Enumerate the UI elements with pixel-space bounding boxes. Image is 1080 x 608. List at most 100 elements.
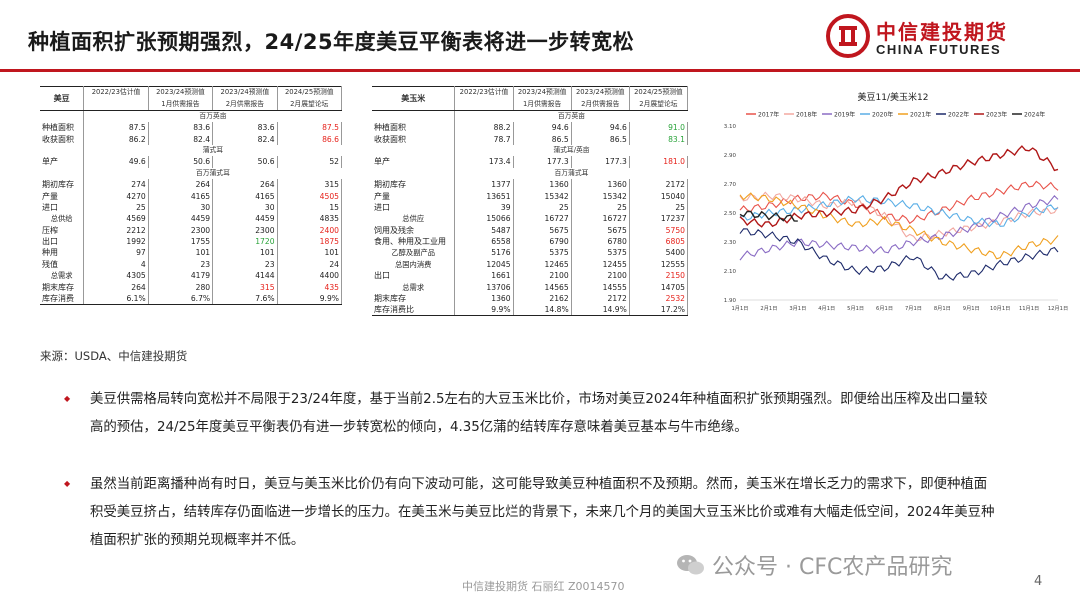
row-label: 进口 xyxy=(40,201,85,214)
table-cell: 4179 xyxy=(148,270,214,282)
table-cell: 78.7 xyxy=(454,133,514,145)
table-cell: 6805 xyxy=(629,235,689,248)
table-cell: 87.5 xyxy=(277,122,343,134)
row-label: 出口 xyxy=(40,235,85,248)
table-cell: 91.0 xyxy=(629,122,689,134)
table-cell: 83.6 xyxy=(212,122,278,134)
table-cell: 1992 xyxy=(83,235,149,248)
row-label: 产量 xyxy=(372,190,456,202)
table-row: 期末库存 1360 2162 2172 2532 xyxy=(372,292,689,305)
table-cell: 24 xyxy=(277,258,343,271)
table-row: 总需求 4305 4179 4144 4400 xyxy=(40,270,343,282)
soy-corn-ratio-chart: 美豆11/美玉米12 2017年 2018年 2019年 2020年 2021年 2022年… xyxy=(724,91,1068,312)
column-header: 2024/25预测值 xyxy=(629,86,689,99)
table-cell: 50.6 xyxy=(212,156,278,168)
series-line xyxy=(739,228,1059,281)
table-row: 出口 1661 2100 2100 2150 xyxy=(372,270,689,282)
bullet-paragraph: 美豆供需格局转向宽松并不局限于23/24年度，基于当前2.5左右的大豆玉米比价，… xyxy=(90,392,988,435)
table-cell: 16727 xyxy=(571,213,630,225)
row-label: 总需求 xyxy=(40,270,85,282)
table-cell: 264 xyxy=(83,281,149,293)
y-tick-label: 2.30 xyxy=(724,240,737,246)
legend-label: 2018年 xyxy=(796,111,817,119)
table-row: 进口 39 25 25 25 xyxy=(372,201,689,214)
legend-label: 2021年 xyxy=(910,111,931,119)
row-label: 单产 xyxy=(372,156,456,168)
table-cell: 315 xyxy=(212,281,278,293)
table-cell: 1720 xyxy=(212,235,278,248)
table-row: 收获面积 86.2 82.4 82.4 86.6 xyxy=(40,133,343,145)
row-label: 总供应 xyxy=(372,213,456,225)
table-row: 单产 49.6 50.6 50.6 52 xyxy=(40,156,343,168)
row-label: 收获面积 xyxy=(40,133,85,145)
table-cell: 2100 xyxy=(571,270,630,282)
row-label: 总需求 xyxy=(372,281,456,293)
row-label: 出口 xyxy=(372,270,456,282)
table-cell: 12555 xyxy=(629,258,689,271)
table-cell: 1360 xyxy=(513,178,572,191)
series-line xyxy=(739,180,1059,225)
row-label: 期末库存 xyxy=(372,292,456,305)
table-cell: 4144 xyxy=(212,270,278,282)
row-label: 期初库存 xyxy=(372,178,456,191)
x-tick-label: 8月1日 xyxy=(934,305,951,312)
table-cell: 14555 xyxy=(571,281,630,293)
unit-row: 百万蒲式耳 xyxy=(372,167,688,179)
table-row: 期末库存 264 280 315 435 xyxy=(40,281,343,293)
column-header: 2023/24预测值 xyxy=(513,86,572,99)
legend-label: 2017年 xyxy=(758,111,779,119)
table-cell: 4305 xyxy=(83,270,149,282)
table-cell: 2150 xyxy=(629,270,689,282)
unit-label: 百万英亩 xyxy=(557,112,586,120)
table-cell: 4459 xyxy=(212,213,278,225)
table-cell: 5675 xyxy=(513,224,572,236)
table-cell: 25 xyxy=(513,201,572,214)
unit-label: 蒲式耳/英亩 xyxy=(553,145,590,154)
column-subheader: 2月展望论坛 xyxy=(629,98,689,111)
page-number: 4 xyxy=(1034,574,1043,589)
y-tick-label: 3.10 xyxy=(724,124,737,130)
table-cell: 2172 xyxy=(629,178,689,191)
table-cell: 16727 xyxy=(513,213,572,225)
table-cell: 86.5 xyxy=(513,133,572,145)
table-cell: 25 xyxy=(629,201,689,214)
table-cell: 2300 xyxy=(148,224,214,236)
legend-label: 2020年 xyxy=(872,111,893,119)
wechat-icon xyxy=(677,555,704,575)
footer-author: 中信建投期货 石丽红 Z0014570 xyxy=(462,580,625,593)
table-row: 进口 25 30 30 15 xyxy=(40,201,343,214)
table-cell: 181.0 xyxy=(629,156,689,168)
unit-label: 百万英亩 xyxy=(199,112,227,120)
table-cell: 1875 xyxy=(277,235,343,248)
x-tick-label: 2月1日 xyxy=(760,305,777,312)
table-cell: 2300 xyxy=(212,224,278,236)
table-cell: 50.6 xyxy=(148,156,214,168)
unit-label: 百万蒲式耳 xyxy=(195,168,230,177)
column-header: 2022/23估计值 xyxy=(83,86,149,99)
table-cell: 6780 xyxy=(571,235,630,248)
row-label: 饲用及残余 xyxy=(372,224,456,236)
table-cell: 6.7% xyxy=(148,292,214,305)
row-label: 种植面积 xyxy=(372,122,456,134)
table-cell: 2532 xyxy=(629,292,689,305)
table-header-row: 1月供需报告 2月供需报告 2月展望论坛 xyxy=(40,98,343,111)
column-subheader: 1月供需报告 xyxy=(148,98,214,111)
table-cell: 4459 xyxy=(148,213,214,225)
unit-row: 蒲式耳/英亩 xyxy=(372,144,688,157)
china-futures-logo-icon xyxy=(826,14,870,58)
table-cell: 30 xyxy=(212,201,278,214)
unit-label: 蒲式耳 xyxy=(202,145,224,154)
table-cell: 4165 xyxy=(212,190,278,202)
table-cell: 39 xyxy=(454,201,514,214)
table-cell: 177.3 xyxy=(513,156,572,168)
table-cell: 83.6 xyxy=(148,122,214,134)
legend-label: 2022年 xyxy=(948,111,969,119)
table-cell: 12465 xyxy=(513,258,572,271)
table-cell: 4505 xyxy=(277,190,343,202)
series-line xyxy=(739,192,1059,260)
x-tick-label: 10月1日 xyxy=(990,305,1010,312)
table-cell: 1360 xyxy=(454,292,514,305)
table-cell: 177.3 xyxy=(571,156,630,168)
column-header: 2022/23估计值 xyxy=(454,86,514,99)
table-cell: 2212 xyxy=(83,224,149,236)
